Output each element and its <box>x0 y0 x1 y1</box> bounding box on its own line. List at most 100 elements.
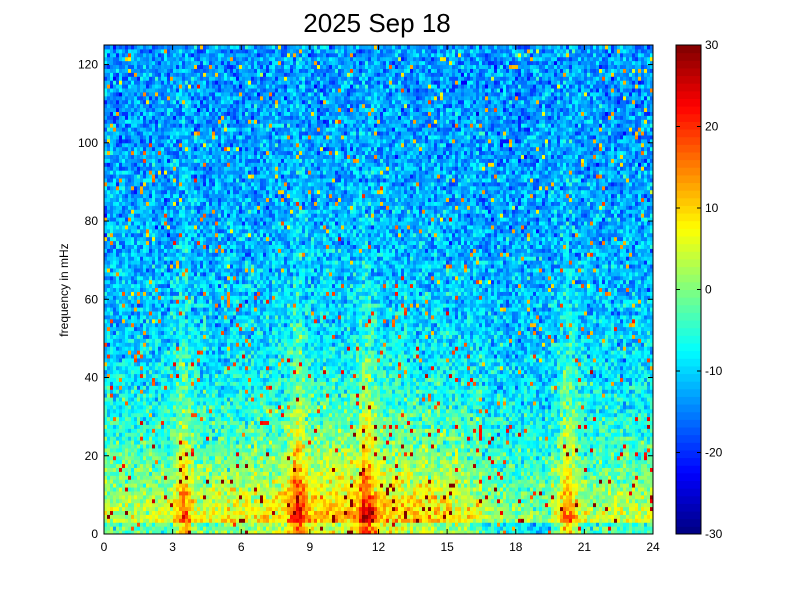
heatmap-cell <box>104 123 108 127</box>
heatmap-cell <box>152 123 156 127</box>
heatmap-cell <box>113 370 117 374</box>
heatmap-cell <box>134 354 138 358</box>
heatmap-cell <box>146 303 150 307</box>
heatmap-cell <box>143 276 147 280</box>
heatmap-cell <box>134 158 138 162</box>
heatmap-cell <box>143 131 147 135</box>
heatmap-cell <box>113 229 117 233</box>
heatmap-cell <box>128 303 132 307</box>
heatmap-cell <box>149 217 153 221</box>
heatmap-cell <box>110 522 114 526</box>
heatmap-cell <box>152 127 156 131</box>
heatmap-cell <box>116 370 120 374</box>
heatmap-cell <box>146 342 150 346</box>
heatmap-cell <box>110 100 114 104</box>
heatmap-cell <box>143 241 147 245</box>
heatmap-cell <box>113 483 117 487</box>
heatmap-cell <box>110 57 114 61</box>
heatmap-cell <box>146 456 150 460</box>
heatmap-cell <box>137 432 141 436</box>
heatmap-cell <box>119 65 123 69</box>
heatmap-cell <box>125 123 129 127</box>
heatmap-cell <box>122 225 126 229</box>
heatmap-cell <box>143 354 147 358</box>
heatmap-cell <box>119 155 123 159</box>
heatmap-cell <box>149 405 153 409</box>
heatmap-cell <box>128 327 132 331</box>
heatmap-cell <box>134 260 138 264</box>
heatmap-cell <box>104 331 108 335</box>
heatmap-cell <box>149 108 153 112</box>
heatmap-cell <box>104 495 108 499</box>
heatmap-cell <box>113 428 117 432</box>
heatmap-cell <box>119 518 123 522</box>
heatmap-cell <box>137 338 141 342</box>
heatmap-cell <box>116 115 120 119</box>
heatmap-cell <box>143 291 147 295</box>
heatmap-cell <box>131 80 135 84</box>
heatmap-cell <box>116 413 120 417</box>
heatmap-cell <box>149 61 153 65</box>
heatmap-cell <box>122 155 126 159</box>
heatmap-cell <box>122 421 126 425</box>
heatmap-cell <box>134 112 138 116</box>
heatmap-cell <box>146 248 150 252</box>
heatmap-cell <box>119 428 123 432</box>
heatmap-cell <box>131 147 135 151</box>
heatmap-cell <box>116 272 120 276</box>
heatmap-cell <box>134 346 138 350</box>
heatmap-cell <box>134 92 138 96</box>
heatmap-cell <box>143 381 147 385</box>
heatmap-cell <box>122 201 126 205</box>
heatmap-cell <box>134 76 138 80</box>
heatmap-cell <box>110 389 114 393</box>
heatmap-cell <box>146 440 150 444</box>
heatmap-cell <box>131 456 135 460</box>
heatmap-cell <box>146 315 150 319</box>
heatmap-cell <box>143 417 147 421</box>
heatmap-cell <box>104 362 108 366</box>
heatmap-cell <box>131 346 135 350</box>
heatmap-cell <box>107 401 111 405</box>
heatmap-cell <box>104 284 108 288</box>
heatmap-cell <box>146 127 150 131</box>
heatmap-cell <box>122 499 126 503</box>
heatmap-cell <box>131 421 135 425</box>
heatmap-cell <box>131 127 135 131</box>
heatmap-cell <box>140 366 144 370</box>
heatmap-cell <box>116 299 120 303</box>
heatmap-cell <box>110 104 114 108</box>
heatmap-cell <box>116 334 120 338</box>
heatmap-cell <box>146 444 150 448</box>
heatmap-cell <box>149 518 153 522</box>
heatmap-cell <box>104 108 108 112</box>
heatmap-cell <box>152 276 156 280</box>
heatmap-cell <box>149 84 153 88</box>
heatmap-cell <box>119 452 123 456</box>
heatmap-cell <box>116 487 120 491</box>
heatmap-cell <box>107 256 111 260</box>
heatmap-cell <box>116 276 120 280</box>
heatmap-cell <box>104 233 108 237</box>
heatmap-cell <box>146 76 150 80</box>
heatmap-cell <box>116 217 120 221</box>
heatmap-cell <box>104 315 108 319</box>
heatmap-cell <box>143 252 147 256</box>
heatmap-cell <box>119 385 123 389</box>
heatmap-cell <box>149 268 153 272</box>
heatmap-cell <box>131 112 135 116</box>
heatmap-cell <box>113 299 117 303</box>
heatmap-cell <box>125 432 129 436</box>
heatmap-cell <box>110 272 114 276</box>
heatmap-cell <box>122 84 126 88</box>
heatmap-cell <box>146 256 150 260</box>
heatmap-cell <box>107 397 111 401</box>
heatmap-cell <box>134 213 138 217</box>
heatmap-cell <box>143 229 147 233</box>
heatmap-cell <box>113 475 117 479</box>
heatmap-cell <box>116 229 120 233</box>
heatmap-cell <box>113 436 117 440</box>
heatmap-cell <box>140 362 144 366</box>
heatmap-cell <box>119 440 123 444</box>
heatmap-cell <box>125 201 129 205</box>
